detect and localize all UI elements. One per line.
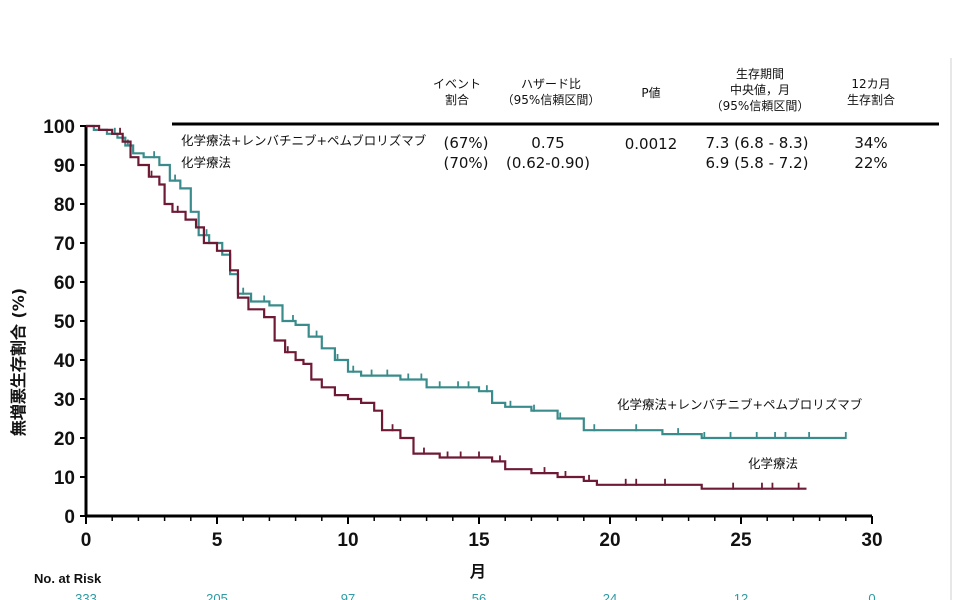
survival-curves	[86, 124, 847, 490]
y-tick-label: 80	[54, 195, 75, 216]
row2-hr: (0.62-0.90)	[506, 154, 590, 172]
y-ticks: 0 10 20 30 40 50 60 70 80 90 100	[43, 117, 86, 528]
y-tick-label: 40	[54, 351, 75, 372]
header-rate12-1: 12カ月	[851, 77, 890, 91]
row2-name: 化学療法	[181, 155, 231, 170]
risk-count: 12	[734, 591, 748, 600]
risk-count: 205	[206, 591, 228, 600]
x-tick-label: 30	[861, 530, 882, 551]
row2-event: (70%)	[443, 154, 488, 172]
stats-table: イベント 割合 ハザード比 （95%信頼区間） P値 生存期間 中央値，月 （9…	[172, 67, 939, 172]
y-tick-label: 20	[54, 429, 75, 450]
row2-rate12: 22%	[854, 154, 887, 172]
row1-hr: 0.75	[531, 134, 564, 152]
risk-count: 97	[341, 591, 355, 600]
curve-label-combo: 化学療法+レンバチニブ+ペムブロリズマブ	[617, 397, 863, 412]
header-median-2: 中央値，月	[730, 82, 790, 97]
curve-label-chemo: 化学療法	[748, 456, 798, 471]
x-tick-label: 25	[730, 530, 752, 551]
y-tick-label: 90	[54, 156, 75, 177]
header-hr-1: ハザード比	[521, 77, 581, 91]
row2-median: 6.9 (5.8 - 7.2)	[706, 154, 809, 172]
header-median-3: （95%信頼区間）	[711, 99, 810, 113]
row1-median: 7.3 (6.8 - 8.3)	[706, 134, 809, 152]
x-tick-label: 10	[337, 530, 358, 551]
risk-count: 24	[603, 591, 617, 600]
y-tick-label: 30	[54, 390, 75, 411]
header-event-1: イベント	[433, 77, 481, 91]
x-tick-label: 0	[81, 530, 92, 551]
y-tick-label: 60	[54, 273, 75, 294]
curve-combo-therapy	[86, 124, 846, 440]
y-tick-label: 100	[43, 117, 75, 138]
x-tick-label: 15	[468, 530, 490, 551]
x-tick-label: 20	[599, 530, 620, 551]
curve-chemo	[86, 124, 807, 490]
header-rate12-2: 生存割合	[847, 92, 895, 107]
y-tick-label: 50	[54, 312, 75, 333]
x-axis-title: 月	[469, 562, 486, 581]
risk-row: 333 205 97 56 24 12 0	[75, 591, 875, 600]
x-ticks: 0 5 10 15 20 25 30	[81, 516, 883, 551]
risk-count: 0	[868, 591, 875, 600]
header-median-1: 生存期間	[736, 67, 784, 81]
risk-title: No. at Risk	[34, 571, 102, 586]
row1-event: (67%)	[443, 134, 488, 152]
row1-rate12: 34%	[854, 134, 887, 152]
header-p: P値	[641, 85, 660, 100]
header-event-2: 割合	[445, 92, 469, 107]
row1-p: 0.0012	[625, 135, 678, 153]
risk-count: 333	[75, 591, 97, 600]
x-tick-label: 5	[212, 530, 223, 551]
y-tick-label: 0	[64, 507, 75, 528]
y-axis-title: 無増悪生存割合 (%)	[9, 288, 28, 436]
axes: 0 10 20 30 40 50 60 70 80 90 100 0 5 10 15 20 25 30	[43, 117, 882, 551]
row1-name: 化学療法+レンバチニブ+ペムブロリズマブ	[181, 133, 427, 148]
y-tick-label: 70	[54, 234, 75, 255]
header-hr-2: （95%信頼区間）	[502, 93, 601, 107]
risk-count: 56	[472, 591, 486, 600]
y-tick-label: 10	[54, 468, 75, 489]
